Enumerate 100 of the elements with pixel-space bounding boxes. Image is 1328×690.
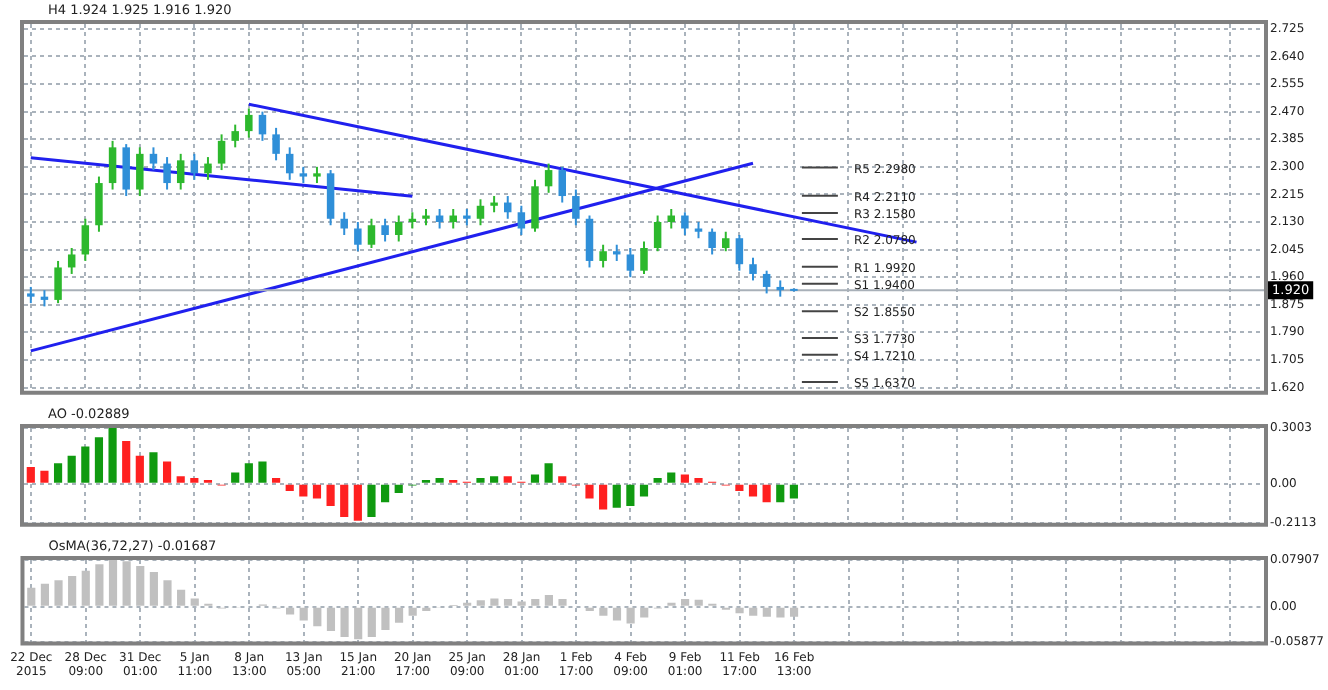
bar	[749, 607, 758, 616]
bar	[735, 484, 744, 492]
bar	[762, 484, 771, 503]
bar	[353, 484, 362, 521]
bar	[354, 607, 363, 640]
bar	[135, 455, 144, 483]
bar	[54, 580, 63, 606]
candlestick	[558, 165, 566, 204]
candlestick	[340, 211, 348, 236]
bar	[258, 461, 267, 483]
bar	[367, 484, 376, 517]
candlestick	[681, 211, 689, 236]
bar	[585, 484, 594, 499]
bar	[558, 599, 567, 606]
bar	[776, 607, 785, 618]
bar	[299, 607, 308, 621]
bar	[667, 472, 676, 483]
bar	[81, 570, 90, 606]
bar	[67, 455, 76, 483]
candlestick	[572, 188, 580, 227]
bar	[490, 476, 499, 483]
candlestick	[204, 156, 212, 181]
candlestick	[476, 198, 485, 227]
bar	[299, 484, 308, 497]
bar	[476, 600, 485, 606]
bar	[340, 607, 349, 637]
candlestick	[258, 110, 267, 142]
bar	[789, 484, 798, 499]
bar	[612, 607, 622, 621]
bar	[367, 607, 376, 637]
bar	[599, 484, 608, 510]
candlestick	[217, 133, 226, 172]
candlestick	[585, 214, 594, 269]
bar	[776, 484, 785, 503]
bar	[285, 484, 294, 492]
bar	[326, 484, 335, 506]
bar	[680, 474, 689, 483]
bar	[748, 484, 758, 497]
bar	[735, 607, 744, 614]
candlestick	[449, 208, 457, 230]
candlestick	[163, 156, 171, 191]
bar	[122, 561, 131, 606]
candlestick	[245, 107, 253, 139]
bar	[312, 484, 322, 499]
candlestick	[190, 152, 199, 181]
bar	[408, 607, 417, 616]
bar	[108, 560, 118, 606]
bar	[26, 466, 35, 483]
bar	[789, 607, 799, 617]
bar	[503, 599, 513, 606]
bar	[94, 437, 104, 483]
candlestick	[640, 240, 648, 275]
bar	[639, 484, 649, 497]
bar	[176, 476, 185, 483]
bar	[177, 589, 186, 606]
candlestick	[708, 227, 716, 256]
candlestick	[67, 246, 76, 275]
bar	[286, 607, 295, 615]
candlestick	[176, 152, 185, 191]
bar	[490, 598, 499, 606]
bar	[762, 607, 771, 617]
bar	[68, 576, 77, 606]
candlestick	[735, 233, 744, 272]
candlestick	[108, 139, 117, 191]
candlestick	[722, 230, 730, 253]
candlestick	[354, 221, 362, 253]
bar	[340, 484, 349, 517]
bar	[626, 607, 635, 624]
bar	[149, 452, 158, 483]
bar	[108, 428, 117, 483]
bar	[313, 607, 322, 627]
candlestick	[231, 123, 239, 149]
candlestick	[54, 259, 62, 305]
bar	[530, 474, 540, 483]
bar	[163, 580, 172, 606]
bar	[95, 564, 104, 606]
candlestick	[285, 146, 294, 181]
bar	[599, 607, 608, 616]
bar	[626, 484, 635, 506]
bar	[531, 599, 540, 606]
bar	[122, 441, 131, 483]
candlestick	[531, 178, 539, 233]
candlestick	[381, 217, 389, 243]
candlestick	[653, 214, 662, 253]
candlestick	[149, 146, 158, 172]
candlestick	[544, 162, 553, 194]
bar	[681, 599, 690, 606]
candlestick	[136, 146, 144, 198]
candlestick	[272, 126, 280, 162]
candlestick	[95, 175, 103, 233]
bar	[149, 571, 158, 606]
bar	[190, 598, 199, 606]
bar	[640, 607, 649, 618]
bar	[244, 463, 253, 483]
candlestick	[122, 143, 130, 198]
candlestick	[367, 217, 376, 249]
candlestick	[626, 246, 635, 279]
bar	[231, 472, 240, 483]
bar	[81, 446, 90, 483]
bar	[558, 476, 567, 483]
